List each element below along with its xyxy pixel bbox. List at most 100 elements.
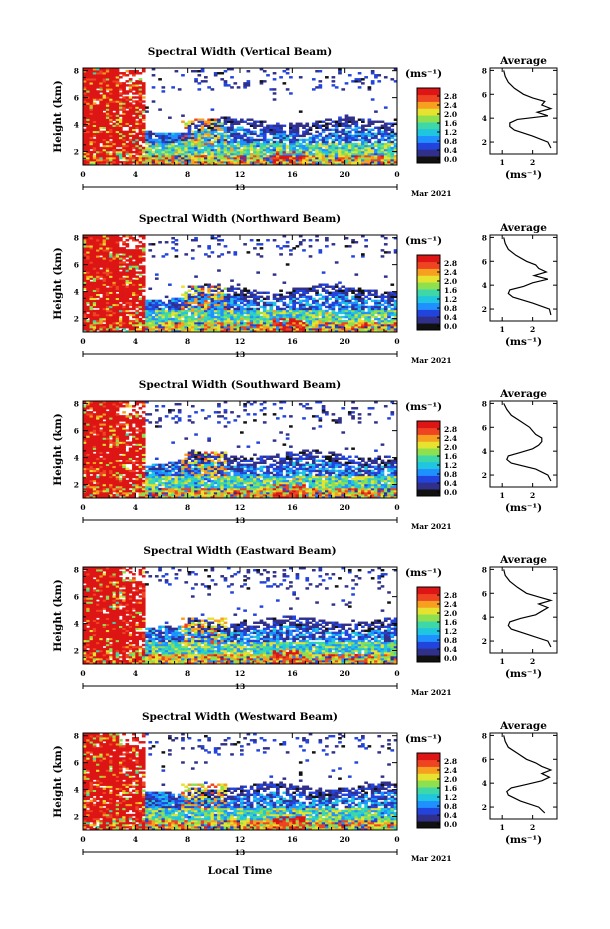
heatmap-cell xyxy=(200,128,205,132)
heatmap-cell xyxy=(190,293,195,297)
heatmap-cell xyxy=(243,138,247,142)
heatmap-cell xyxy=(115,309,120,313)
heatmap-cell xyxy=(161,152,166,156)
heatmap-cell xyxy=(86,106,90,109)
heatmap-cell xyxy=(243,140,247,144)
heatmap-cell xyxy=(112,295,117,299)
heatmap-cell xyxy=(282,158,287,162)
heatmap-cell xyxy=(259,247,264,250)
heatmap-cell xyxy=(354,156,359,160)
heatmap-cell xyxy=(105,70,110,73)
heatmap-cell xyxy=(105,130,110,134)
heatmap-cell xyxy=(285,162,290,166)
heatmap-cell xyxy=(197,88,202,91)
heatmap-cell xyxy=(259,152,264,156)
heatmap-cell xyxy=(220,295,225,299)
heatmap-cell xyxy=(220,154,225,158)
heatmap-cell xyxy=(112,88,117,91)
heatmap-cell xyxy=(96,325,100,329)
heatmap-cell xyxy=(109,291,113,294)
heatmap-cell xyxy=(141,128,146,132)
heatmap-cell xyxy=(135,285,139,288)
heatmap-cell xyxy=(308,295,313,299)
heatmap-cell xyxy=(357,134,362,138)
heatmap-cell xyxy=(109,162,113,166)
heatmap-cell xyxy=(253,144,257,148)
heatmap-cell xyxy=(86,124,90,127)
heatmap-cell xyxy=(187,150,192,154)
heatmap-cell xyxy=(233,148,238,152)
heatmap-cell xyxy=(115,152,120,156)
heatmap-cell xyxy=(275,154,280,158)
heatmap-cell xyxy=(210,313,215,317)
heatmap-cell xyxy=(246,154,251,158)
heatmap-cell xyxy=(259,255,264,258)
heatmap-cell xyxy=(138,100,143,103)
heatmap-cell xyxy=(213,315,218,319)
heatmap-cell xyxy=(96,92,100,95)
heatmap-cell xyxy=(102,70,107,73)
heatmap-cell xyxy=(132,315,136,319)
heatmap-cell xyxy=(135,156,139,160)
heatmap-cell xyxy=(347,130,352,134)
heatmap-cell xyxy=(138,156,143,160)
heatmap-cell xyxy=(354,148,359,152)
heatmap-cell xyxy=(328,132,332,136)
heatmap-cell xyxy=(240,126,244,130)
heatmap-cell xyxy=(204,301,208,305)
heatmap-cell xyxy=(174,319,179,323)
heatmap-cell xyxy=(105,303,110,307)
heatmap-cell xyxy=(89,98,94,101)
heatmap-cell xyxy=(158,299,162,303)
heatmap-cell xyxy=(168,152,172,156)
heatmap-cell xyxy=(109,116,113,119)
heatmap-cell xyxy=(89,94,94,97)
heatmap-cell xyxy=(89,321,94,325)
heatmap-cell xyxy=(83,136,87,140)
heatmap-cell xyxy=(158,156,162,160)
heatmap-cell xyxy=(125,84,130,87)
heatmap-cell xyxy=(194,148,198,152)
heatmap-cell xyxy=(102,297,107,301)
heatmap-cell xyxy=(259,146,264,150)
heatmap-cell xyxy=(181,154,185,158)
heatmap-cell xyxy=(377,142,382,146)
heatmap-cell xyxy=(213,285,218,288)
heatmap-cell xyxy=(374,134,378,138)
heatmap-cell xyxy=(207,128,211,132)
heatmap-cell xyxy=(380,134,385,138)
heatmap-cell xyxy=(138,311,143,315)
heatmap-cell xyxy=(161,146,166,150)
heatmap-cell xyxy=(204,158,208,162)
heatmap-cell xyxy=(115,277,120,280)
heatmap-cell xyxy=(109,146,113,150)
heatmap-cell xyxy=(105,263,110,266)
heatmap-cell xyxy=(338,146,342,150)
heatmap-cell xyxy=(200,327,205,331)
heatmap-cell xyxy=(200,120,205,123)
heatmap-cell xyxy=(154,317,159,321)
heatmap-cell xyxy=(83,90,87,93)
heatmap-cell xyxy=(190,160,195,164)
heatmap-cell xyxy=(99,315,104,319)
heatmap-cell xyxy=(236,154,241,158)
heatmap-cell xyxy=(269,311,274,315)
heatmap-cell xyxy=(96,321,100,325)
heatmap-cell xyxy=(204,315,208,319)
heatmap-cell xyxy=(269,317,274,321)
heatmap-cell xyxy=(145,132,149,136)
heatmap-cell xyxy=(112,315,117,319)
heatmap-cell xyxy=(86,72,90,75)
heatmap-cell xyxy=(230,148,234,152)
heatmap-cell xyxy=(115,283,120,286)
heatmap-cell xyxy=(89,275,94,278)
heatmap-cell xyxy=(161,136,166,140)
heatmap-cell xyxy=(89,158,94,162)
heatmap-cell xyxy=(393,68,398,71)
heatmap-cell xyxy=(115,124,120,127)
heatmap-cell xyxy=(367,297,372,301)
heatmap-cell xyxy=(272,327,277,331)
heatmap-cell xyxy=(151,150,156,154)
heatmap-cell xyxy=(361,144,365,148)
heatmap-cell xyxy=(204,311,208,315)
